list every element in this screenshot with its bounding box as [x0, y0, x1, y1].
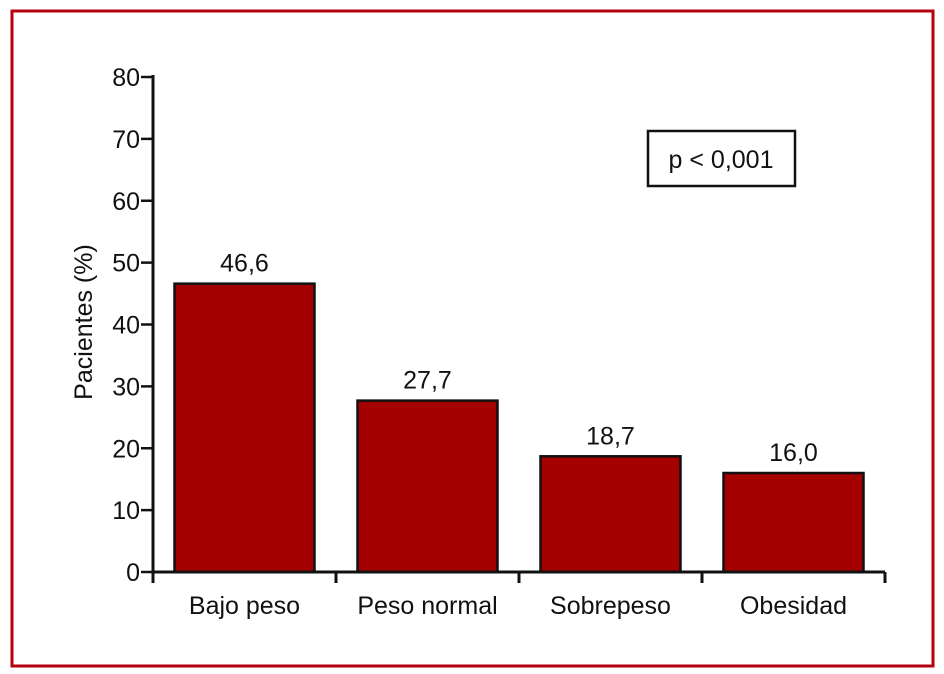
bar-value-label: 16,0 — [769, 439, 818, 467]
x-tick-label: Obesidad — [740, 592, 847, 620]
p-value-annotation: p < 0,001 — [669, 146, 774, 174]
bar — [722, 471, 865, 574]
bar-value-label: 46,6 — [220, 250, 269, 278]
y-tick-label: 20 — [112, 435, 140, 463]
y-tick-label: 80 — [112, 64, 140, 92]
y-tick-label: 0 — [126, 559, 140, 587]
y-tick-label: 60 — [112, 188, 140, 216]
bar-value-label: 27,7 — [403, 367, 452, 395]
x-tick-label: Sobrepeso — [550, 592, 671, 620]
y-tick-label: 50 — [112, 250, 140, 278]
y-tick-label: 40 — [112, 312, 140, 340]
bar-value-label: 18,7 — [586, 422, 635, 450]
x-tick-label: Bajo peso — [189, 592, 300, 620]
y-tick-label: 30 — [112, 373, 140, 401]
y-axis-label: Pacientes (%) — [70, 244, 98, 400]
bar — [356, 399, 499, 574]
p-value-box — [646, 129, 797, 188]
y-tick-label: 70 — [112, 126, 140, 154]
y-tick-label: 10 — [112, 497, 140, 525]
bar — [539, 455, 682, 574]
x-tick-label: Peso normal — [357, 592, 497, 620]
chart-frame — [10, 9, 935, 668]
bar — [173, 282, 316, 574]
